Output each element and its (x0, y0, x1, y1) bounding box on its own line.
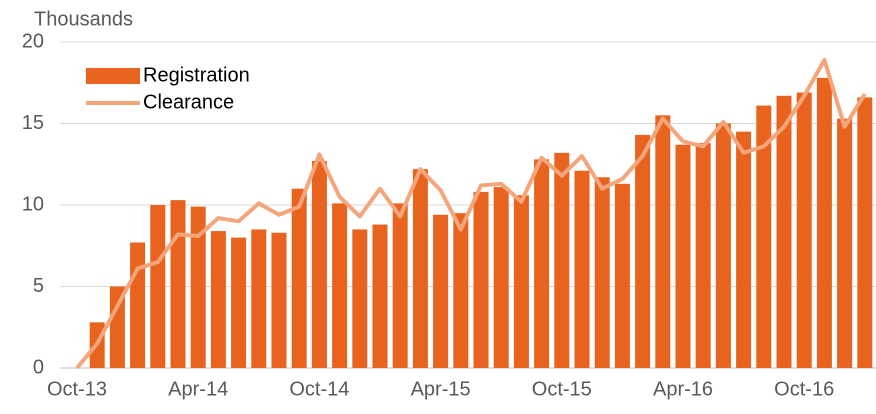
bar (170, 200, 186, 368)
x-tick-label: Apr-16 (653, 378, 713, 400)
bar (635, 134, 651, 368)
y-tick-label: 15 (22, 112, 44, 134)
bar (332, 203, 348, 368)
bar (109, 286, 125, 368)
bar (190, 206, 206, 368)
bar (412, 169, 428, 368)
bar (816, 77, 832, 369)
bar (594, 177, 610, 368)
y-tick-label: 5 (33, 275, 44, 297)
bar (715, 123, 731, 368)
legend-label: Clearance (143, 91, 234, 113)
x-tick-label: Oct-14 (289, 378, 349, 400)
bar (554, 152, 570, 368)
bar (352, 229, 368, 368)
bar (271, 232, 287, 368)
bar (493, 187, 509, 368)
bar (392, 203, 408, 368)
bar (150, 205, 166, 368)
bar (311, 160, 327, 368)
bar (372, 224, 388, 368)
y-tick-label: 10 (22, 193, 44, 215)
x-tick-label: Oct-15 (532, 378, 592, 400)
y-tick-label: 0 (33, 356, 44, 378)
bar (857, 97, 873, 369)
x-tick-label: Apr-14 (168, 378, 228, 400)
bar (251, 229, 267, 368)
bar (796, 92, 812, 368)
bar (210, 231, 226, 368)
x-tick-label: Oct-13 (47, 378, 107, 400)
bar (453, 213, 469, 368)
bar (756, 105, 772, 368)
bar (837, 118, 853, 368)
bar (614, 183, 630, 368)
bar (534, 159, 550, 368)
line (75, 57, 867, 370)
bar (231, 237, 247, 368)
bar (574, 170, 590, 368)
x-tick-label: Apr-15 (411, 378, 471, 400)
bar (695, 143, 711, 368)
y-tick-label: 20 (22, 30, 44, 52)
legend-label: Registration (143, 64, 250, 86)
bar (513, 195, 529, 368)
bar (675, 144, 691, 368)
bar (291, 188, 307, 368)
y-axis-label: Thousands (34, 8, 133, 30)
legend-swatch (86, 68, 140, 84)
x-tick-label: Oct-16 (774, 378, 834, 400)
bar (655, 115, 671, 368)
bar (776, 95, 792, 368)
bar (736, 131, 752, 368)
bar (433, 214, 449, 368)
bar (473, 191, 489, 368)
bar (130, 242, 146, 368)
